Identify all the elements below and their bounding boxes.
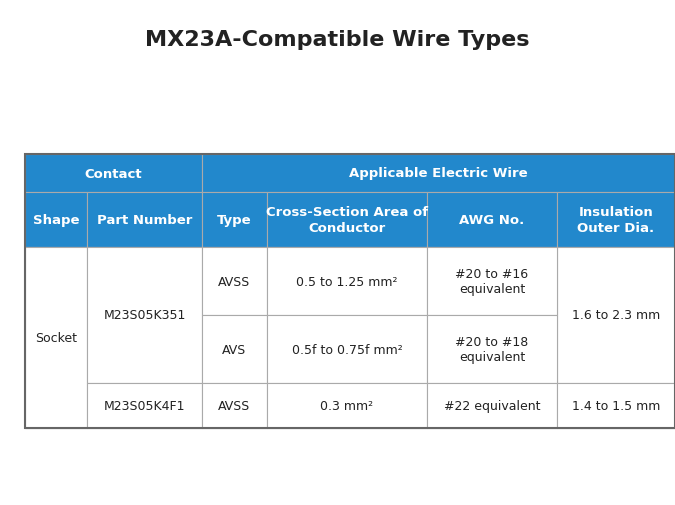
Bar [202,247,267,316]
Bar [427,383,557,428]
Bar [87,383,202,428]
Bar [427,316,557,383]
Bar [427,247,557,316]
Bar [25,155,202,192]
Bar [87,247,202,316]
Bar [427,316,557,383]
Text: 0.5 to 1.25 mm²: 0.5 to 1.25 mm² [296,275,398,288]
Text: AVSS: AVSS [219,399,250,412]
Bar [267,192,427,247]
Text: AVSS: AVSS [219,275,250,288]
Bar [87,316,202,383]
Text: Applicable Electric Wire: Applicable Electric Wire [349,167,528,180]
Bar [267,383,427,428]
Bar [87,383,202,428]
Bar [267,383,427,428]
Text: M23S05K351: M23S05K351 [103,309,186,322]
Bar [25,316,87,383]
Bar [25,155,675,428]
Text: #20 to #16
equivalent: #20 to #16 equivalent [456,268,529,295]
Text: 0.3 mm²: 0.3 mm² [321,399,373,412]
Bar [25,192,87,247]
Text: Contact: Contact [84,167,142,180]
Bar [557,247,675,383]
Bar [427,383,557,428]
Bar [557,192,675,247]
Text: MX23A-Compatible Wire Types: MX23A-Compatible Wire Types [145,30,530,50]
Bar [25,383,87,428]
Bar [557,316,675,383]
Bar [427,192,557,247]
Bar [557,383,675,428]
Bar [267,247,427,316]
Bar [87,192,202,247]
Text: AWG No.: AWG No. [460,214,524,227]
Text: Cross-Section Area of
Conductor: Cross-Section Area of Conductor [266,206,428,234]
Text: #20 to #18
equivalent: #20 to #18 equivalent [456,335,529,363]
Text: Shape: Shape [33,214,79,227]
Text: Type: Type [217,214,252,227]
Bar [557,383,675,428]
Bar [267,316,427,383]
Bar [25,247,87,316]
Bar [202,383,267,428]
Bar [202,247,267,316]
Bar [87,247,202,383]
Bar [427,247,557,316]
Bar [202,155,675,192]
Text: Insulation
Outer Dia.: Insulation Outer Dia. [577,206,655,234]
Text: Socket: Socket [35,331,77,344]
Text: 1.6 to 2.3 mm: 1.6 to 2.3 mm [572,309,660,322]
Text: AVS: AVS [222,343,246,356]
Text: 1.4 to 1.5 mm: 1.4 to 1.5 mm [572,399,660,412]
Bar [25,247,87,428]
Bar [202,383,267,428]
Bar [267,316,427,383]
Text: 0.5f to 0.75f mm²: 0.5f to 0.75f mm² [292,343,402,356]
Text: #22 equivalent: #22 equivalent [443,399,540,412]
Text: M23S05K4F1: M23S05K4F1 [104,399,185,412]
Bar [557,247,675,316]
Bar [202,316,267,383]
Text: Part Number: Part Number [97,214,192,227]
Bar [267,247,427,316]
Bar [202,192,267,247]
Bar [202,316,267,383]
